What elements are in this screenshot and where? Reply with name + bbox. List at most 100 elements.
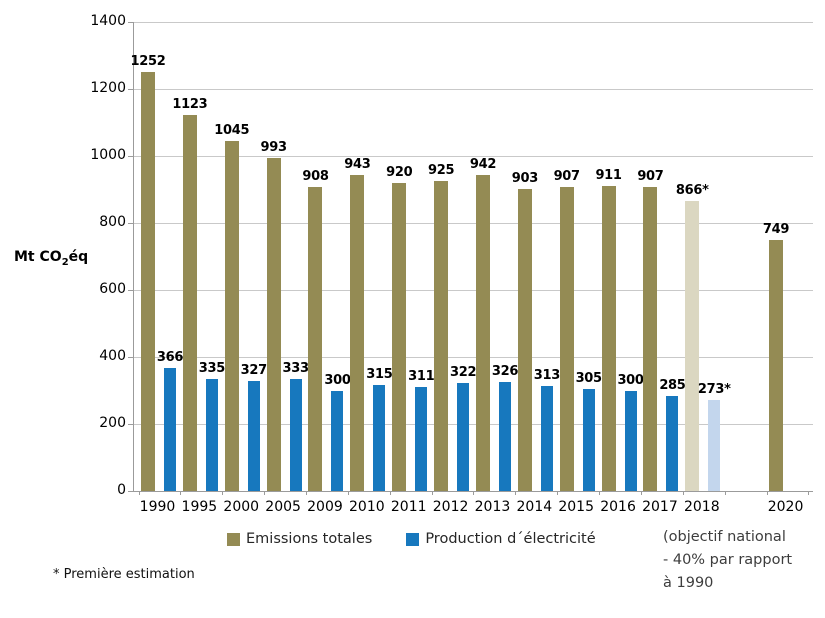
x-axis-tick	[138, 491, 140, 495]
bar-emissions-totales	[517, 188, 532, 491]
bar-value-label: 366	[156, 350, 184, 366]
y-axis-title: Mt CO2éq	[14, 249, 89, 268]
x-tick-label: 2014	[516, 499, 553, 515]
x-axis-tick	[599, 491, 601, 495]
bar-value-label: 920	[386, 164, 413, 180]
x-axis-tick	[347, 491, 349, 495]
x-axis-tick	[473, 491, 475, 495]
category-slot: 749	[763, 22, 804, 491]
legend-item-production-electricite: Production d´électricité	[406, 531, 596, 547]
legend-label-electricity: Production d´électricité	[425, 531, 596, 547]
category-slot: 993 333	[260, 22, 309, 491]
x-tick-label: 2018	[683, 499, 720, 515]
bar-emissions-totales	[182, 114, 197, 491]
y-tick-label: 200	[99, 415, 126, 431]
gridline	[134, 89, 813, 90]
bar-production-electricite	[498, 381, 511, 491]
category-slot: 943 315	[344, 22, 393, 491]
x-axis-tick	[264, 491, 266, 495]
y-axis-tick	[128, 89, 134, 90]
y-tick-label: 0	[117, 482, 126, 498]
bar-value-label: 911	[595, 167, 622, 183]
bar-value-label: 300	[617, 372, 644, 388]
bar-value-label: 326	[491, 363, 519, 379]
x-tick-label: 2011	[390, 499, 427, 515]
x-axis-tick	[557, 491, 559, 495]
bar-value-label: 907	[637, 169, 664, 185]
category-slot: 911 300	[595, 22, 644, 491]
category-slot: 908 300	[302, 22, 351, 491]
x-axis-labels: 1990 1995 2000 2005 2009 2010 2011 2012 2013 2014…	[0, 499, 825, 517]
bar-emissions-totales	[685, 200, 700, 491]
bar-emissions-totales	[266, 158, 281, 491]
bar-value-label: 273*	[697, 381, 731, 397]
gridline	[134, 156, 813, 157]
category-slot: 903 313	[512, 22, 560, 491]
bar-value-label: 322	[449, 365, 477, 381]
y-axis-tick	[128, 357, 134, 358]
bar-value-label: 335	[198, 360, 226, 376]
legend-swatch-electricity-icon	[406, 532, 420, 546]
legend-item-emissions-totales: Emissions totales	[227, 531, 372, 547]
y-tick-label: 800	[99, 214, 126, 230]
bar-value-label: 903	[511, 170, 539, 186]
bar-value-label: 313	[533, 368, 561, 384]
y-axis-tick	[128, 223, 134, 224]
x-axis-tick	[222, 491, 224, 495]
bar-emissions-totales	[475, 175, 490, 491]
x-tick-label: 2013	[474, 499, 511, 515]
x-axis-tick	[682, 491, 684, 495]
category-slot: 920 311	[386, 22, 435, 491]
bar-production-electricite	[457, 383, 470, 491]
category-slot: 907 285	[637, 22, 686, 491]
x-tick-label: 2016	[600, 499, 636, 515]
bar-value-label: 908	[302, 168, 329, 184]
gridline	[134, 223, 813, 224]
bar-production-electricite	[624, 390, 637, 491]
y-axis-tick	[128, 491, 134, 492]
bar-production-electricite	[331, 390, 344, 491]
x-tick-label: 2005	[265, 499, 301, 515]
x-tick-label: 2010	[349, 499, 385, 515]
y-tick-label: 400	[99, 348, 126, 364]
category-slot: 942 326	[470, 22, 518, 491]
bar-production-electricite	[582, 388, 595, 491]
gridline	[134, 22, 813, 23]
bar-emissions-totales	[643, 187, 658, 491]
category-slot: 1252 366	[131, 22, 183, 491]
bar-emissions-totales	[308, 186, 323, 491]
y-axis-tick	[128, 156, 134, 157]
x-tick-label: 2012	[432, 499, 469, 515]
bar-value-label: 866*	[675, 182, 709, 198]
bar-value-label: 305	[575, 370, 603, 386]
x-tick-label: 2017	[642, 499, 678, 515]
bar-emissions-totales	[224, 140, 239, 491]
bar-production-electricite	[289, 379, 302, 491]
y-axis-tick	[128, 424, 134, 425]
target-note: (objectif national - 40% par rapport à 1…	[663, 526, 792, 595]
bar-value-label: 1252	[130, 53, 166, 69]
bar-emissions-totales	[350, 175, 365, 491]
bar-value-label: 300	[324, 372, 351, 388]
bar-value-label: 1045	[214, 122, 250, 138]
x-tick-label: 2020	[767, 499, 804, 515]
gridline	[134, 357, 813, 358]
gridline	[134, 424, 813, 425]
bar-emissions-totales	[392, 182, 407, 491]
x-axis-tick	[180, 491, 182, 495]
bar-value-label: 907	[553, 169, 581, 185]
x-tick-label: 2015	[558, 499, 595, 515]
x-axis-tick	[808, 491, 810, 495]
bar-value-label: 925	[427, 163, 455, 179]
x-axis-tick	[305, 491, 307, 495]
bar-emissions-totales	[601, 185, 616, 491]
x-tick-label: 2000	[223, 499, 260, 515]
x-tick-label: 2009	[307, 499, 343, 515]
category-slot: 866* 273*	[676, 22, 731, 491]
legend: Emissions totales Production d´électrici…	[227, 531, 596, 547]
bar-value-label: 943	[344, 157, 371, 173]
bar-emissions-totales	[769, 240, 784, 491]
category-slot: 925 322	[428, 22, 477, 491]
x-tick-label: 1995	[181, 499, 218, 515]
